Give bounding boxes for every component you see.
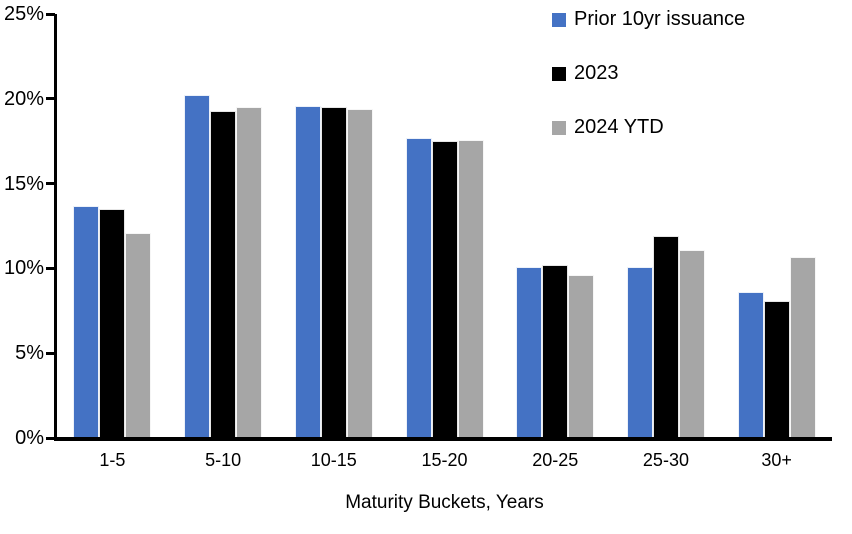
bar	[184, 95, 211, 438]
bar-group-5-10	[168, 14, 279, 438]
bar	[236, 107, 263, 438]
bar-group-30+	[721, 14, 832, 438]
bar	[99, 209, 126, 438]
x-axis-tick-label: 10-15	[310, 450, 357, 470]
legend-label: 2023	[574, 62, 619, 84]
bar	[210, 110, 237, 438]
bar	[542, 265, 569, 438]
bar	[431, 141, 458, 438]
y-axis-tick-label: 20%	[3, 87, 44, 110]
bar	[346, 108, 373, 438]
legend-item: 2023	[552, 62, 745, 85]
y-axis-tick-label: 5%	[15, 342, 44, 365]
bar-group-20-25	[500, 14, 611, 438]
legend-item: 2024 YTD	[552, 116, 745, 139]
legend-label: 2024 YTD	[574, 116, 664, 138]
x-axis-tick-label: 25-30	[642, 450, 689, 470]
bar	[652, 236, 679, 438]
bar-group-1-5	[57, 14, 168, 438]
x-axis-tick-label: 1-5	[99, 450, 126, 470]
x-axis-tick-labels: 1-5 5-10 10-15 15-20 20-25 25-30 30+	[57, 450, 832, 471]
bar	[294, 105, 321, 438]
bar	[568, 275, 595, 438]
bar	[405, 137, 432, 438]
bar	[73, 205, 100, 438]
x-axis-tick-label: 5-10	[205, 450, 242, 470]
x-axis-tick-label: 15-20	[421, 450, 468, 470]
bar	[789, 256, 816, 438]
bar	[125, 232, 152, 438]
y-axis-tick-label: 0%	[15, 427, 44, 449]
legend-swatch-icon	[552, 120, 566, 135]
y-axis-tick-label: 10%	[3, 257, 44, 280]
y-axis-tick	[46, 182, 55, 186]
legend: Prior 10yr issuance 2023 2024 YTD	[552, 8, 745, 139]
plot-area	[57, 14, 832, 438]
x-axis-tick-label: 20-25	[532, 450, 579, 470]
y-axis-tick-label: 25%	[3, 3, 44, 25]
x-axis-title: Maturity Buckets, Years	[345, 492, 544, 513]
y-axis-tick-label: 15%	[3, 172, 44, 195]
y-axis-line	[54, 14, 57, 440]
bar-group-10-15	[278, 14, 389, 438]
x-axis-tick-label: 30+	[761, 450, 792, 470]
y-axis-tick	[46, 266, 55, 270]
y-axis-tick	[46, 97, 55, 101]
legend-swatch-icon	[552, 66, 566, 81]
bar	[678, 249, 705, 438]
y-axis-tick	[46, 351, 55, 355]
bar	[320, 107, 347, 438]
x-axis-line	[54, 437, 832, 441]
bar	[516, 266, 543, 438]
legend-item: Prior 10yr issuance	[552, 8, 745, 31]
legend-swatch-icon	[552, 12, 566, 27]
bar	[457, 139, 484, 438]
y-axis-tick	[46, 12, 55, 16]
y-axis-tick	[46, 436, 55, 440]
bar	[763, 300, 790, 438]
bar-group-25-30	[611, 14, 722, 438]
legend-label: Prior 10yr issuance	[574, 8, 746, 30]
bar	[626, 266, 653, 438]
bar-group-15-20	[389, 14, 500, 438]
bar	[737, 292, 764, 438]
